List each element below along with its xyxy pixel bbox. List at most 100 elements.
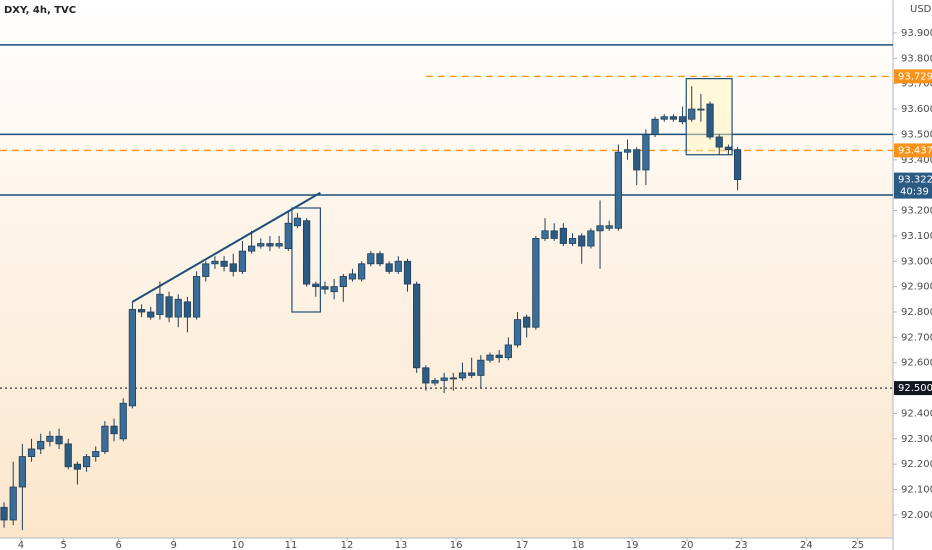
candle-body bbox=[688, 108, 696, 120]
candle-body bbox=[92, 451, 100, 457]
y-tick-label: 93.700 bbox=[901, 79, 932, 90]
currency: USD bbox=[910, 4, 932, 15]
candle-body bbox=[385, 263, 393, 272]
candle-body bbox=[596, 225, 604, 232]
candle-body bbox=[724, 146, 733, 151]
y-tick-label: 92.100 bbox=[901, 485, 932, 496]
y-tick-label: 92.600 bbox=[901, 358, 932, 369]
candle-body bbox=[431, 380, 439, 384]
candle-body bbox=[229, 263, 237, 272]
candle-body bbox=[376, 253, 384, 265]
y-tick-label: 92.700 bbox=[901, 332, 932, 343]
candle-body bbox=[605, 225, 613, 229]
candle-body bbox=[330, 286, 338, 293]
candle-body bbox=[37, 440, 45, 450]
candle-body bbox=[192, 276, 201, 318]
candle-body bbox=[706, 103, 714, 138]
y-tick-label: 93.200 bbox=[901, 206, 932, 217]
candle-body bbox=[137, 309, 146, 313]
x-tick-label: 23 bbox=[735, 540, 748, 550]
y-tick-label: 93.600 bbox=[901, 104, 932, 115]
countdown: 40:39 bbox=[900, 187, 929, 198]
candle-body bbox=[183, 301, 192, 318]
candle-body bbox=[660, 116, 668, 120]
candle-body bbox=[119, 402, 127, 440]
candle-body bbox=[504, 344, 512, 359]
candle-body bbox=[238, 250, 247, 272]
candle-body bbox=[247, 245, 256, 252]
price-tag bbox=[894, 143, 932, 158]
candle-body bbox=[550, 230, 558, 239]
x-tick-label: 18 bbox=[572, 540, 585, 550]
candle-body bbox=[614, 151, 622, 229]
y-tick-label: 93.000 bbox=[901, 256, 932, 267]
y-tick-label: 93.500 bbox=[901, 129, 932, 140]
y-tick-label: 93.100 bbox=[901, 231, 932, 242]
candle-body bbox=[633, 149, 641, 171]
symbol-title: DXY, 4h, TVC bbox=[4, 5, 76, 16]
candle-body bbox=[413, 283, 421, 369]
candle-body bbox=[101, 425, 109, 452]
candle-body bbox=[468, 372, 476, 376]
x-tick-label: 17 bbox=[516, 540, 529, 550]
candle-body bbox=[733, 149, 742, 180]
candle-body bbox=[275, 243, 283, 247]
candle-body bbox=[358, 263, 366, 280]
price-tag-label: 93.729 bbox=[898, 71, 932, 82]
candle-body bbox=[458, 372, 467, 379]
candle-body bbox=[367, 253, 375, 265]
candle-body bbox=[156, 293, 164, 315]
price-tag-label: 93.437 bbox=[898, 145, 932, 156]
price-tag-label: 93.322 bbox=[898, 175, 932, 186]
candle-body bbox=[532, 238, 540, 328]
y-tick-label: 93.800 bbox=[901, 53, 932, 64]
candle-body bbox=[321, 286, 329, 290]
candle-body bbox=[293, 217, 302, 227]
x-tick-label: 20 bbox=[681, 540, 694, 550]
candle-body bbox=[220, 260, 228, 267]
y-tick-label: 92.300 bbox=[901, 434, 932, 445]
candle-body bbox=[284, 222, 292, 249]
candle-body bbox=[568, 238, 577, 244]
candle-body bbox=[651, 118, 659, 135]
candle-body bbox=[587, 230, 595, 247]
candle-body bbox=[523, 316, 531, 328]
candle-body bbox=[128, 309, 137, 407]
candle-body bbox=[578, 235, 586, 247]
x-tick-label: 4 bbox=[18, 540, 24, 550]
price-tag-label: 92.500 bbox=[898, 383, 932, 394]
candle-body bbox=[64, 443, 72, 468]
y-tick-label: 92.900 bbox=[901, 282, 932, 293]
price-tag bbox=[894, 172, 932, 199]
candle-body bbox=[147, 311, 155, 318]
candle-body bbox=[440, 377, 448, 381]
candle-body bbox=[73, 463, 81, 470]
candle-body bbox=[495, 354, 503, 359]
candle-body bbox=[303, 220, 311, 285]
x-tick-label: 11 bbox=[285, 540, 298, 550]
candle-body bbox=[403, 260, 412, 285]
candle-body bbox=[669, 116, 678, 120]
candle-body bbox=[110, 425, 118, 435]
price-tag bbox=[894, 381, 932, 396]
x-tick-label: 6 bbox=[115, 540, 121, 550]
candle-body bbox=[165, 296, 173, 318]
candle-body bbox=[623, 149, 632, 153]
highlight-box bbox=[291, 207, 321, 313]
candle-body bbox=[266, 243, 274, 247]
candle-body bbox=[715, 136, 723, 148]
x-tick-label: 19 bbox=[626, 540, 639, 550]
candle-body bbox=[82, 456, 91, 468]
candle-body bbox=[211, 260, 219, 265]
candle-body bbox=[394, 260, 402, 272]
plot-background bbox=[0, 0, 893, 538]
x-tick-label: 24 bbox=[800, 540, 813, 550]
candle-body bbox=[678, 116, 687, 123]
y-tick-label: 92.200 bbox=[901, 459, 932, 470]
candle-body bbox=[513, 319, 522, 346]
candle-body bbox=[18, 456, 26, 488]
y-tick-label: 92.800 bbox=[901, 307, 932, 318]
candle-body bbox=[559, 227, 567, 244]
